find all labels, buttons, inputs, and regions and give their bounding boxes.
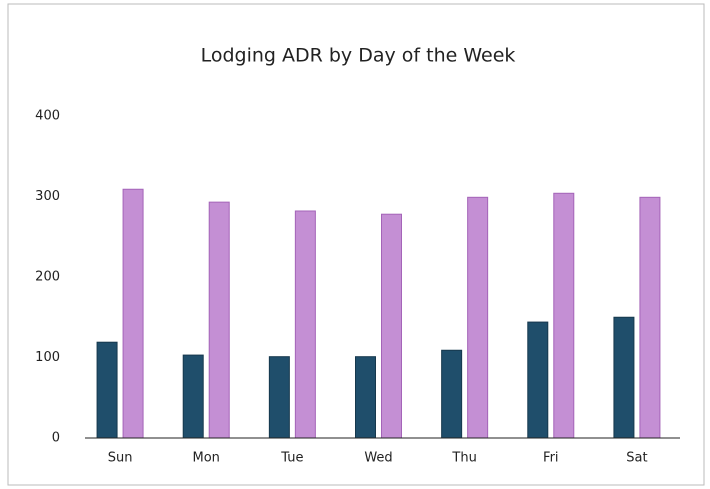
bar bbox=[208, 201, 230, 439]
bar bbox=[182, 354, 204, 439]
bar bbox=[527, 321, 549, 439]
y-tick-label: 400 bbox=[35, 109, 60, 124]
y-tick-label: 0 bbox=[52, 431, 60, 446]
x-tick-label: Thu bbox=[451, 451, 476, 466]
bar bbox=[294, 210, 316, 439]
bar bbox=[613, 316, 635, 439]
y-tick-label: 100 bbox=[35, 350, 60, 365]
x-tick-label: Wed bbox=[364, 451, 392, 466]
x-tick-label: Mon bbox=[193, 451, 220, 466]
bar bbox=[381, 213, 402, 439]
y-tick-label: 300 bbox=[35, 189, 60, 204]
bar bbox=[467, 196, 489, 439]
x-tick-label: Fri bbox=[543, 451, 559, 466]
x-tick-label: Sun bbox=[108, 451, 133, 466]
y-tick-label: 200 bbox=[35, 270, 60, 285]
x-tick-label: Tue bbox=[280, 451, 303, 466]
bar bbox=[96, 341, 118, 439]
bar bbox=[355, 356, 376, 439]
chart-title: Lodging ADR by Day of the Week bbox=[201, 45, 516, 67]
bar bbox=[639, 196, 661, 439]
bar bbox=[553, 192, 575, 439]
bar bbox=[441, 349, 463, 439]
x-tick-label: Sat bbox=[626, 451, 647, 466]
bar bbox=[268, 356, 290, 439]
bar bbox=[122, 188, 144, 439]
